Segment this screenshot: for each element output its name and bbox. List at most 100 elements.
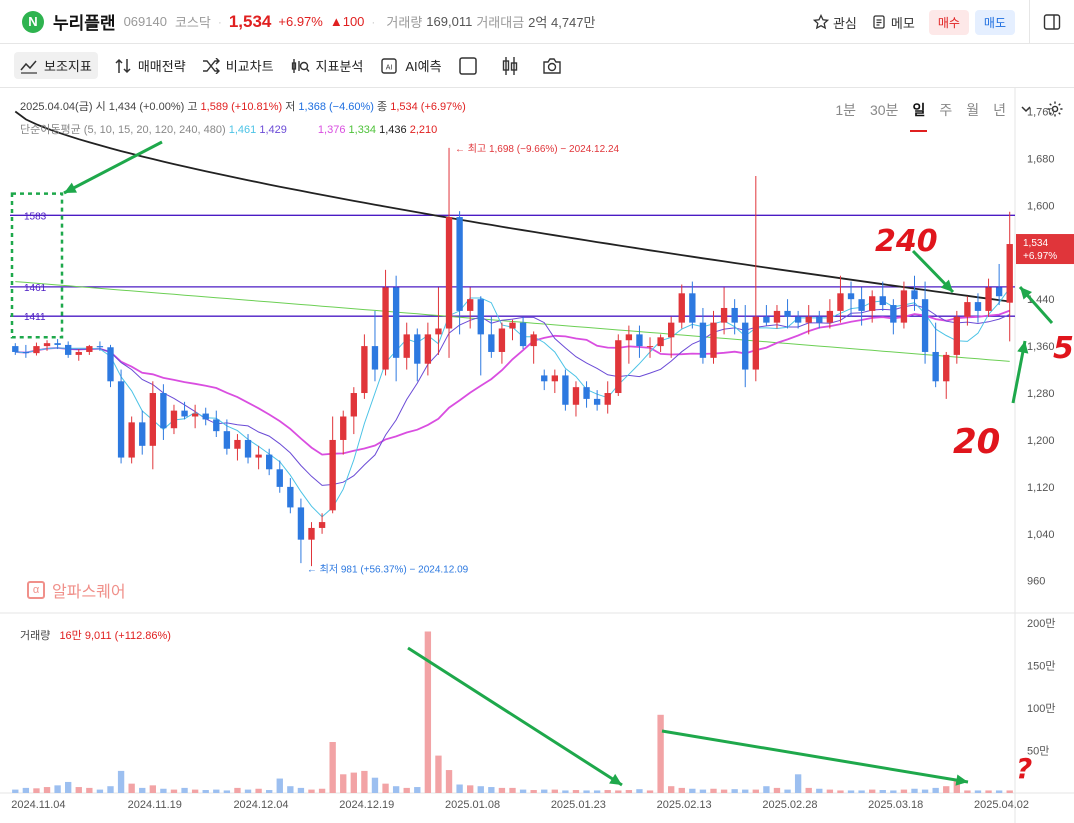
volume-bar: [255, 788, 262, 793]
volume-bar: [276, 778, 283, 793]
volume-bar: [54, 785, 61, 793]
candle-body: [646, 346, 654, 348]
volume-tick-label: 150만: [1027, 660, 1055, 673]
watch-button[interactable]: 관심: [812, 13, 857, 32]
volume-bar: [107, 786, 114, 793]
chart-square-button[interactable]: [458, 56, 484, 76]
volume-bar: [615, 790, 622, 793]
volume-bar: [213, 789, 220, 793]
volume-bar: [837, 790, 844, 793]
candle-body: [445, 217, 453, 329]
volume-bar: [847, 790, 855, 793]
annotation-arrow-volume-2-head: [955, 774, 968, 786]
x-tick-label: 2024.12.19: [339, 799, 394, 811]
candle-body: [107, 347, 114, 382]
volume-legend: 거래량 16만 9,011 (+112.86%): [20, 627, 171, 643]
ma20-value: 1,376: [317, 124, 346, 136]
candle-body: [223, 431, 231, 449]
panel-toggle-button[interactable]: [1029, 0, 1074, 44]
candle-body: [530, 334, 537, 347]
candle-body: [43, 343, 51, 347]
candle-body: [318, 522, 326, 528]
change-absolute: ▲100: [329, 14, 365, 29]
candle-body: [498, 328, 506, 352]
x-tick-label: 2025.02.13: [657, 799, 712, 811]
compare-label: 비교차트: [225, 59, 274, 74]
volume-bar: [858, 790, 865, 793]
last-price-value: 1,534: [1023, 238, 1048, 249]
volume-bar: [1006, 790, 1013, 793]
candle-body: [731, 307, 738, 323]
candle-body: [974, 302, 982, 311]
camera-icon: [542, 57, 561, 74]
volume-bar: [742, 789, 749, 793]
candle-body: [244, 439, 252, 458]
volume-bar: [593, 790, 601, 793]
volume-bar: [763, 786, 770, 793]
candle-body: [710, 322, 717, 358]
ohlc-legend: 2025.04.04(금) 시 1,434 (+0.00%) 고 1,589 (…: [20, 98, 466, 114]
square-icon: [458, 56, 477, 75]
volume-bar: [794, 774, 802, 793]
candle-type-button[interactable]: [500, 56, 526, 76]
strategy-label: 매매전략: [137, 59, 186, 74]
chart-toolbar: 보조지표 매매전략 비교차트 지표분석 AI AI예측 1분 30분 일 주 월…: [0, 44, 1074, 132]
candle-body: [519, 322, 527, 347]
volume-bar: [668, 786, 675, 793]
volume-bar: [636, 789, 643, 793]
volume-bar: [477, 786, 484, 793]
period-month[interactable]: 월: [966, 102, 980, 118]
volume-bar: [223, 790, 231, 793]
compare-button[interactable]: 비교차트: [202, 56, 274, 75]
volume-bar: [12, 789, 19, 793]
volume-bar: [509, 787, 516, 793]
period-week[interactable]: 주: [939, 102, 953, 118]
volume-bar: [467, 785, 474, 793]
annotation-arrow-volume-1-head: [609, 773, 622, 785]
candle-search-icon: [291, 58, 310, 73]
memo-button[interactable]: 메모: [871, 13, 915, 32]
high-value: 1,589 (+10.81%): [200, 101, 283, 113]
strategy-button[interactable]: 매매전략: [114, 56, 186, 75]
y-tick-label: 1,120: [1027, 482, 1055, 494]
period-1min[interactable]: 1분: [835, 102, 856, 118]
chevron-down-icon[interactable]: [1020, 102, 1032, 118]
candle-body: [890, 305, 897, 323]
x-tick-label: 2025.02.28: [762, 799, 817, 811]
ma-legend[interactable]: 단순이동평균 (5, 10, 15, 20, 120, 240, 480) 1,…: [20, 121, 437, 137]
watermark-text: 알파스퀘어: [52, 584, 126, 601]
ma240-line: [14, 110, 1010, 303]
candle-body: [361, 346, 368, 394]
candle-body: [308, 527, 315, 540]
volume-bar: [805, 787, 812, 793]
volume-value: 169,011: [426, 14, 473, 29]
sell-button[interactable]: 매도: [974, 9, 1015, 35]
buy-button[interactable]: 매수: [928, 9, 969, 35]
stock-chart[interactable]: 9601,0401,1201,2001,2801,3601,4401,6001,…: [0, 88, 1074, 823]
volume-bar: [350, 772, 357, 793]
candle-body: [921, 299, 929, 352]
volume-bar: [382, 783, 389, 793]
volume-bar: [678, 787, 685, 793]
volume-bar: [139, 787, 146, 793]
company-logo-icon: N: [22, 10, 44, 33]
candle-body: [572, 387, 580, 405]
candle-body: [12, 346, 19, 352]
ai-predict-button[interactable]: AI AI예측: [379, 56, 442, 76]
period-day[interactable]: 일: [910, 102, 928, 132]
volume-bar: [75, 787, 82, 793]
settings-button[interactable]: [1046, 100, 1064, 121]
volume-bar: [731, 789, 738, 793]
analysis-button[interactable]: 지표분석: [290, 56, 363, 75]
candle-body: [255, 454, 262, 458]
market-label: 코스닥: [174, 15, 211, 30]
screenshot-button[interactable]: [542, 57, 568, 75]
period-year[interactable]: 년: [993, 102, 1006, 118]
period-30min[interactable]: 30분: [869, 102, 899, 118]
volume-bar: [318, 788, 326, 793]
candle-body: [879, 296, 886, 306]
level-label: 1583: [24, 211, 47, 222]
y-tick-label: 1,280: [1027, 388, 1055, 400]
indicators-button[interactable]: 보조지표: [14, 52, 98, 79]
volume-bar: [403, 787, 410, 793]
